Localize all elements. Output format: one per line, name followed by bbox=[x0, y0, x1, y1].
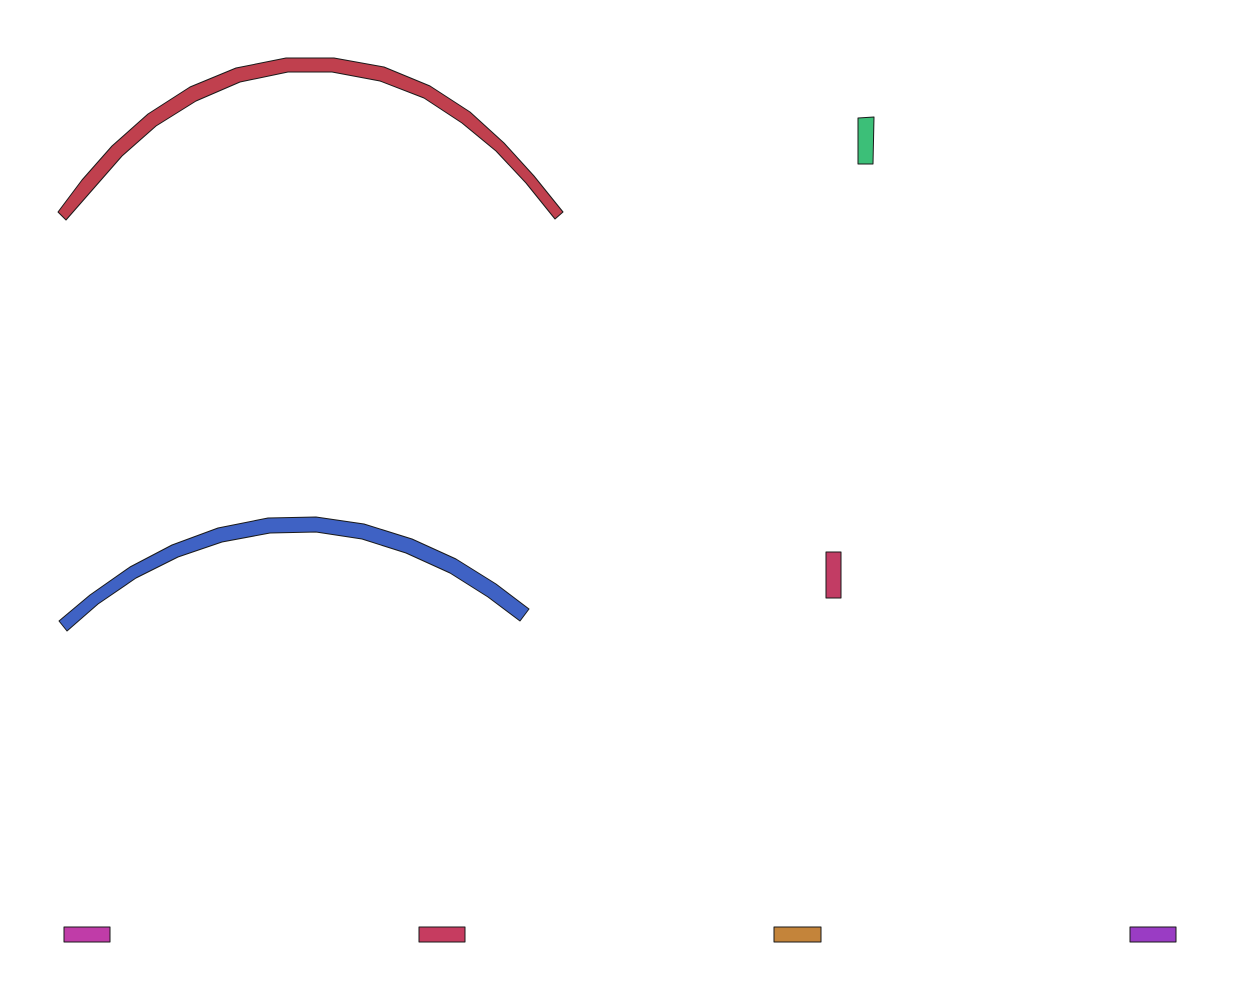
swatch-orange bbox=[773, 926, 822, 943]
red-arc-band bbox=[57, 57, 564, 221]
swatch-purple bbox=[1129, 926, 1177, 943]
swatch-crimson bbox=[418, 926, 466, 943]
swatch-magenta bbox=[63, 926, 111, 943]
crimson-bar bbox=[825, 551, 842, 599]
blue-arc-band bbox=[58, 516, 530, 632]
green-bar bbox=[857, 116, 875, 165]
